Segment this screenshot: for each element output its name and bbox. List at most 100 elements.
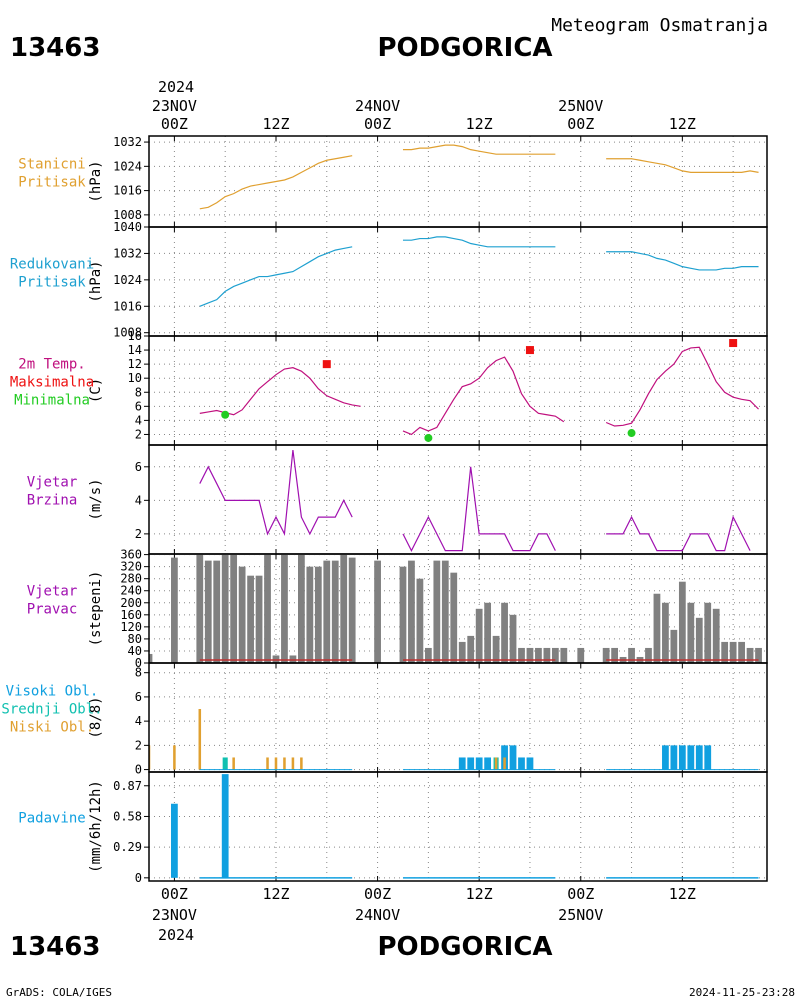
wind-dir-bar [441,560,449,663]
cloud-bar [695,745,703,770]
y-tick-label: 1024 [113,273,142,287]
cloud-bar [467,757,475,770]
wind-dir-bar [297,554,305,663]
wind-dir-bar [712,608,720,663]
panel-clouds: 0 2 4 6 8 (8/8)Visoki Obl. Srednji Obl. Niski O… [1,662,768,777]
y-tick-label: 200 [120,596,142,610]
date-label-bottom: 23NOV [152,906,197,924]
wind-dir-bar [467,635,475,663]
series-line-wind-speed [402,466,556,552]
cloud-bar [670,745,678,770]
y-axis-title: (C) [88,378,104,403]
y-axis-title: (m/s) [88,478,104,520]
panel-label: Visoki Obl. [6,684,99,700]
timestamp-label: 2024-11-25-23:28 [689,986,795,999]
credit-label: GrADS: COLA/IGES [6,986,112,999]
min-temp-marker [221,410,230,419]
wind-dir-bar [255,575,263,663]
panel-label: Brzina [27,493,78,509]
wind-dir-bar [543,647,551,663]
date-label-top: 24NOV [355,97,400,115]
cloud-bar [678,745,686,770]
y-tick-label: 10 [128,371,142,385]
wind-dir-bar [314,566,322,663]
cloud-bar [704,745,712,770]
y-tick-label: 1032 [113,246,142,260]
y-tick-label: 8 [135,666,142,680]
wind-dir-bar [289,655,297,663]
date-label-bottom: 25NOV [558,906,603,924]
y-tick-label: 160 [120,608,142,622]
y-tick-label: 1040 [113,220,142,234]
panel-frame [148,135,768,228]
series-line-reduced-pressure [606,251,759,271]
station-name-top: PODGORICA [377,33,552,63]
cloud-bar [526,757,534,770]
y-tick-label: 4 [135,493,142,507]
wind-dir-bar [670,629,678,663]
wind-dir-bar [602,647,610,663]
bottom-year-label: 2024 [158,926,194,944]
wind-dir-bar [408,560,415,663]
y-tick-label: 80 [128,632,142,646]
cloud-bar [458,757,466,770]
cloud-bar [274,757,278,770]
y-tick-label: 0.29 [113,840,142,854]
series-line-wind-speed [199,449,353,536]
top-year-label: 2024 [158,78,194,96]
series-line-station-pressure [606,158,759,173]
series-line-reduced-pressure [402,236,556,248]
wind-dir-bar [526,647,534,663]
panel-station-pressure: 1008 1016 1024 1032 (hPa)Stanicni Pritisak [18,135,768,228]
series-line-station-pressure [199,155,353,210]
panel-label: Vjetar [27,475,78,491]
y-tick-label: 0 [135,656,142,670]
wind-dir-bar [264,554,271,663]
min-temp-marker [424,433,433,442]
wind-dir-bar [695,617,703,663]
y-tick-label: 6 [135,460,142,474]
wind-dir-bar [755,647,762,663]
precip-bar [171,803,178,878]
wind-dir-bar [628,647,635,663]
wind-dir-bar [450,572,458,663]
wind-dir-bar [323,560,331,663]
wind-dir-bar [272,655,280,663]
y-tick-label: 280 [120,572,142,586]
cloud-bar [494,757,498,770]
grid-temperature [149,335,767,445]
panel-label: Redukovani [10,257,94,273]
y-tick-label: 320 [120,560,142,574]
y-axis-title: (8/8) [88,696,104,738]
y-tick-label: 2 [135,527,142,541]
panel-label: Pritisak [18,275,86,291]
wind-dir-bar [238,566,246,663]
wind-dir-bar [738,641,745,663]
hour-label-bottom: 00Z [567,885,594,903]
wind-dir-bar [704,602,712,663]
cloud-bar [232,757,235,770]
panel-label: Maksimalna [10,375,94,391]
hour-label-bottom: 12Z [466,885,493,903]
y-tick-label: 0 [135,871,142,885]
cloud-bar [291,757,295,770]
wind-dir-bar [340,554,348,663]
grid-station-pressure [149,136,767,227]
series-line-reduced-pressure [199,246,353,307]
max-temp-marker [322,360,331,369]
wind-dir-bar [721,641,729,663]
panel-label: Pravac [27,602,78,618]
wind-dir-bar [729,641,737,663]
cloud-bar [283,757,286,770]
panel-label: Stanicni [18,157,85,173]
y-axis-title: (mm/6h/12h) [88,780,104,873]
wind-dir-bar [399,566,407,663]
wind-dir-bar [577,647,585,663]
wind-dir-bar [247,575,254,663]
wind-dir-bar [492,635,500,663]
panel-label: 2m Temp. [18,357,85,373]
wind-dir-bar [331,560,339,663]
cloud-bar [509,745,517,770]
